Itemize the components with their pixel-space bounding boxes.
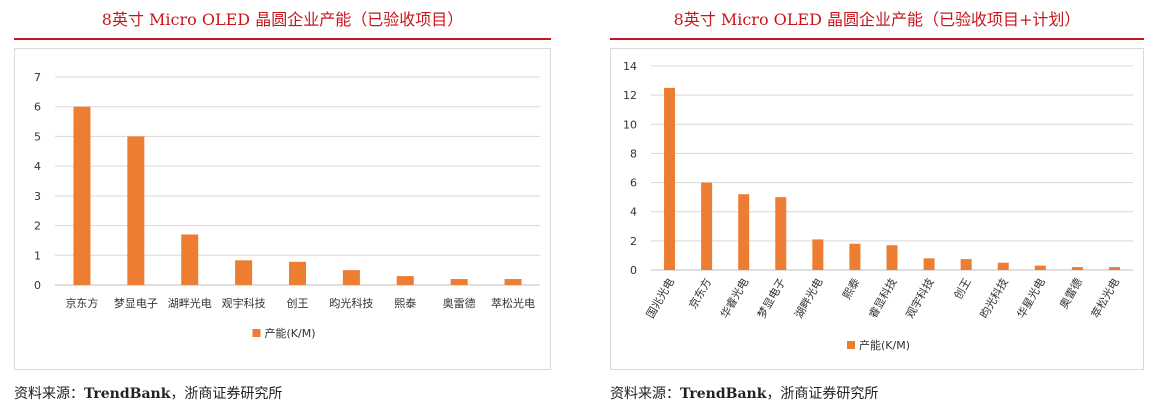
y-tick-label: 8 (630, 147, 637, 160)
bar-chart-left: 0 1 2 3 4 5 6 7 京东方 梦显电子 湖畔光电 观宇科技 创王 昀光科技 熙泰 奥雷德 萃松光电产能… (34, 71, 540, 340)
chart-title: 8英寸 Micro OLED 晶圆企业产能（已验收项目+计划） (673, 10, 1081, 29)
legend-label: 产能(K/M) (265, 326, 316, 340)
x-tick-label: 观宇科技 (222, 296, 266, 310)
bar (342, 270, 360, 285)
bar (775, 197, 787, 270)
y-tick-label: 10 (623, 118, 637, 131)
source-note: 资料来源：TrendBank，浙商证券研究所 (14, 386, 283, 402)
y-tick-label: 6 (34, 101, 41, 114)
x-tick-label: 华星光电 (1014, 276, 1048, 321)
x-tick-label: 华睿光电 (717, 276, 751, 321)
y-tick-label: 7 (34, 71, 41, 84)
x-tick-label: 睿显科技 (865, 276, 899, 321)
title-rule (610, 38, 1144, 40)
bar (886, 245, 898, 270)
y-tick-label: 4 (630, 206, 637, 219)
y-tick-label: 2 (630, 235, 637, 248)
title-rule (14, 38, 551, 40)
x-tick-label: 国兆光电 (643, 276, 677, 321)
y-tick-label: 3 (34, 190, 41, 203)
y-tick-label: 0 (34, 279, 41, 292)
y-tick-label: 2 (34, 220, 41, 233)
bar (289, 261, 306, 285)
bar (997, 262, 1009, 270)
bar (960, 259, 972, 270)
bar (504, 279, 522, 285)
chart-frame: 0 1 2 3 4 5 6 7 京东方 梦显电子 湖畔光电 观宇科技 创王 昀光科技 熙泰 奥雷德 萃松光电产能… (14, 48, 551, 370)
x-tick-label: 奥雷德 (443, 296, 476, 310)
x-tick-label: 昀光科技 (329, 296, 373, 310)
bar (396, 276, 414, 285)
legend-swatch (847, 341, 855, 349)
x-tick-label: 京东方 (65, 296, 98, 310)
bar (923, 258, 935, 270)
bar (1108, 267, 1120, 270)
y-tick-label: 6 (630, 177, 637, 190)
bar (235, 260, 253, 285)
x-tick-label: 梦显电子 (755, 276, 788, 321)
x-tick-label: 萃松光电 (491, 296, 535, 310)
bar (664, 87, 676, 270)
y-tick-label: 12 (623, 89, 637, 102)
x-tick-label: 湖畔光电 (168, 296, 212, 310)
y-tick-label: 1 (34, 249, 41, 262)
legend-label: 产能(K/M) (859, 338, 910, 352)
left-chart-panel: 8英寸 Micro OLED 晶圆企业产能（已验收项目） 0 1 2 3 4 5 6 7 京东方… (0, 0, 565, 420)
source-note: 资料来源：TrendBank，浙商证券研究所 (610, 386, 879, 402)
bar-chart-right: 0 2 4 6 8 10 12 14 国兆光电 京东方 华睿光电 梦显电子 湖畔光电 熙泰 睿显科技 观宇科技… (623, 60, 1133, 352)
y-tick-label: 4 (34, 160, 41, 173)
x-tick-label: 萃松光电 (1088, 276, 1122, 321)
bar (701, 182, 713, 270)
right-chart-panel: 8英寸 Micro OLED 晶圆企业产能（已验收项目+计划） 0 2 4 6 8 10 1… (596, 0, 1158, 420)
x-tick-label: 熙泰 (394, 296, 416, 310)
x-tick-label: 观宇科技 (903, 276, 937, 321)
bar (450, 279, 468, 285)
bar (181, 234, 199, 285)
x-tick-label: 梦显电子 (114, 297, 158, 310)
chart-title: 8英寸 Micro OLED 晶圆企业产能（已验收项目） (101, 10, 464, 29)
x-tick-label: 昀光科技 (977, 276, 1011, 321)
legend-swatch (252, 329, 261, 337)
y-tick-label: 5 (34, 130, 41, 143)
bar (738, 194, 750, 270)
y-tick-label: 14 (623, 60, 637, 73)
bar (127, 136, 145, 285)
bar (812, 239, 824, 270)
x-tick-label: 创王 (951, 276, 973, 302)
x-tick-label: 京东方 (686, 276, 715, 312)
bar (1071, 267, 1083, 270)
bar (849, 243, 861, 270)
bar (1034, 265, 1046, 270)
x-tick-label: 湖畔光电 (791, 276, 825, 321)
y-tick-label: 0 (630, 264, 637, 277)
x-tick-label: 奥雷德 (1056, 276, 1085, 312)
chart-frame: 0 2 4 6 8 10 12 14 国兆光电 京东方 华睿光电 梦显电子 湖畔光电 熙泰 睿显科技 观宇科技… (610, 48, 1144, 370)
x-tick-label: 熙泰 (839, 276, 862, 302)
bar (73, 106, 91, 285)
x-tick-label: 创王 (287, 297, 309, 310)
